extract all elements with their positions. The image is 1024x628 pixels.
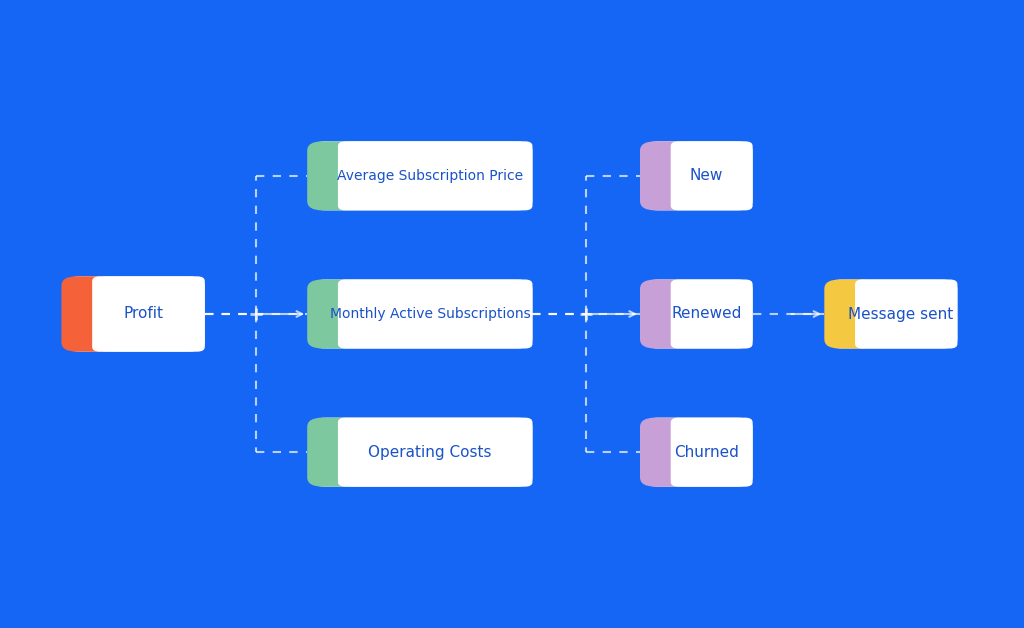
- FancyBboxPatch shape: [92, 276, 205, 352]
- FancyBboxPatch shape: [671, 279, 753, 349]
- Text: Renewed: Renewed: [672, 306, 741, 322]
- Text: Profit: Profit: [123, 306, 164, 322]
- FancyBboxPatch shape: [310, 279, 532, 349]
- FancyBboxPatch shape: [824, 279, 878, 349]
- FancyBboxPatch shape: [640, 418, 693, 487]
- FancyBboxPatch shape: [338, 418, 532, 487]
- Text: Churned: Churned: [674, 445, 739, 460]
- FancyBboxPatch shape: [643, 418, 753, 487]
- FancyBboxPatch shape: [310, 141, 532, 210]
- FancyBboxPatch shape: [855, 279, 957, 349]
- FancyBboxPatch shape: [307, 279, 360, 349]
- Text: Monthly Active Subscriptions: Monthly Active Subscriptions: [330, 307, 530, 321]
- FancyBboxPatch shape: [338, 279, 532, 349]
- FancyBboxPatch shape: [310, 418, 532, 487]
- FancyBboxPatch shape: [640, 279, 693, 349]
- FancyBboxPatch shape: [307, 141, 360, 210]
- Text: Average Subscription Price: Average Subscription Price: [337, 169, 523, 183]
- FancyBboxPatch shape: [61, 276, 115, 352]
- Text: New: New: [690, 168, 723, 183]
- Text: Message sent: Message sent: [849, 306, 953, 322]
- Text: Operating Costs: Operating Costs: [369, 445, 492, 460]
- FancyBboxPatch shape: [643, 279, 753, 349]
- FancyBboxPatch shape: [65, 276, 205, 352]
- FancyBboxPatch shape: [643, 141, 753, 210]
- FancyBboxPatch shape: [307, 418, 360, 487]
- FancyBboxPatch shape: [671, 418, 753, 487]
- FancyBboxPatch shape: [640, 141, 693, 210]
- FancyBboxPatch shape: [827, 279, 957, 349]
- FancyBboxPatch shape: [671, 141, 753, 210]
- FancyBboxPatch shape: [338, 141, 532, 210]
